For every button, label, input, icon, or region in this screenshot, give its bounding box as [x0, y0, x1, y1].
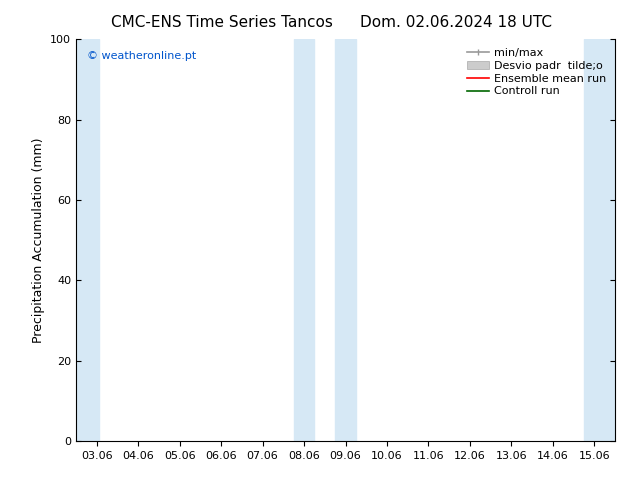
Y-axis label: Precipitation Accumulation (mm): Precipitation Accumulation (mm) [32, 137, 44, 343]
Text: Dom. 02.06.2024 18 UTC: Dom. 02.06.2024 18 UTC [361, 15, 552, 30]
Bar [76, 39, 99, 441]
Bar [294, 39, 314, 441]
Legend: min/max, Desvio padr  tilde;o, Ensemble mean run, Controll run: min/max, Desvio padr tilde;o, Ensemble m… [464, 45, 609, 100]
Bar [584, 39, 605, 441]
Text: © weatheronline.pt: © weatheronline.pt [87, 51, 196, 61]
Bar [335, 39, 356, 441]
Text: CMC-ENS Time Series Tancos: CMC-ENS Time Series Tancos [111, 15, 333, 30]
Bar [605, 39, 615, 441]
